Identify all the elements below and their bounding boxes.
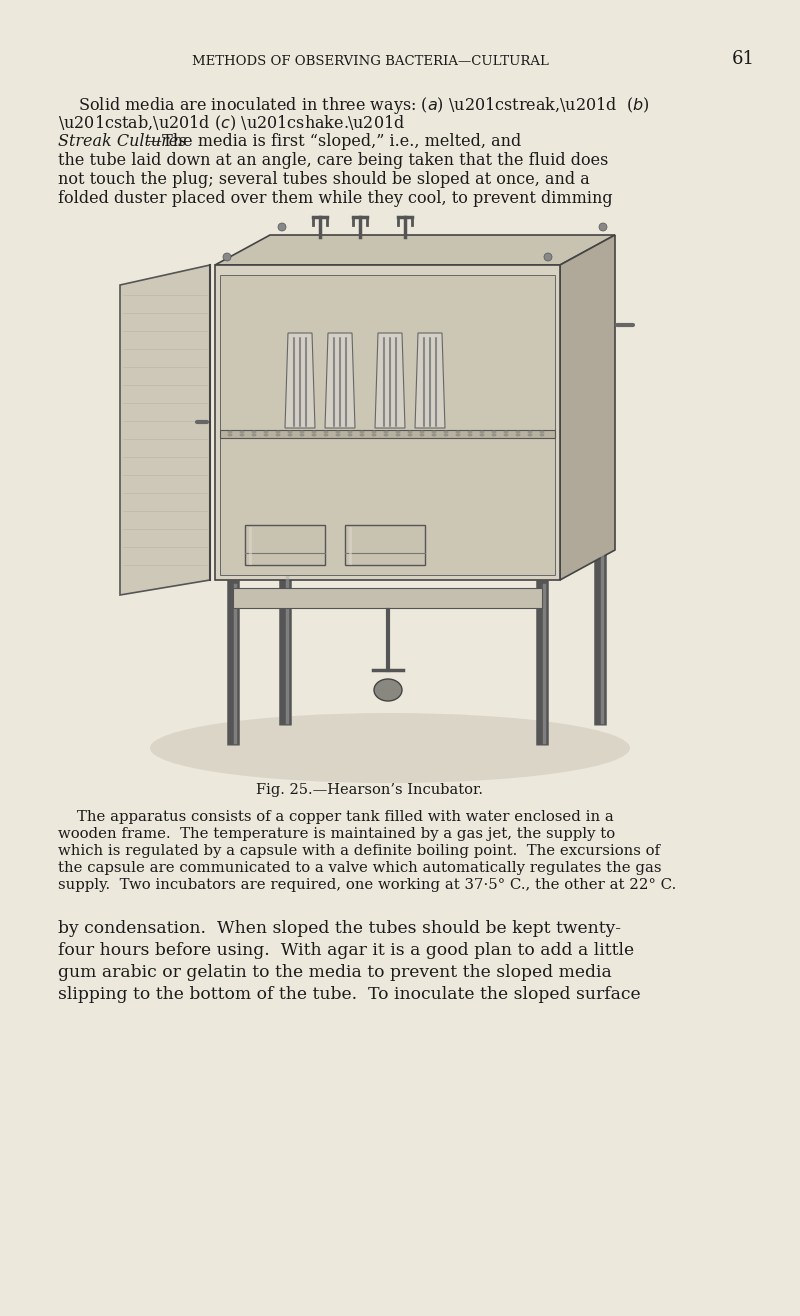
Ellipse shape [539, 430, 545, 433]
Text: METHODS OF OBSERVING BACTERIA—CULTURAL: METHODS OF OBSERVING BACTERIA—CULTURAL [191, 55, 549, 68]
Ellipse shape [503, 433, 509, 437]
Ellipse shape [527, 433, 533, 437]
Ellipse shape [323, 430, 329, 433]
Text: \u201cstab,\u201d ($c$) \u201cshake.\u201d: \u201cstab,\u201d ($c$) \u201cshake.\u20… [58, 114, 405, 133]
Ellipse shape [467, 430, 473, 433]
Text: Fig. 25.—Hearson’s Incubator.: Fig. 25.—Hearson’s Incubator. [257, 783, 483, 797]
Ellipse shape [383, 433, 389, 437]
Polygon shape [120, 265, 210, 595]
Ellipse shape [263, 433, 269, 437]
Ellipse shape [544, 253, 552, 261]
Text: wooden frame.  The temperature is maintained by a gas jet, the supply to: wooden frame. The temperature is maintai… [58, 826, 615, 841]
Polygon shape [233, 588, 542, 608]
Ellipse shape [335, 433, 341, 437]
Ellipse shape [347, 430, 353, 433]
Polygon shape [220, 430, 555, 438]
Ellipse shape [278, 222, 286, 232]
Text: Solid media are inoculated in three ways: ($a$) \u201cstreak,\u201d  ($b$): Solid media are inoculated in three ways… [58, 95, 650, 116]
Ellipse shape [431, 430, 437, 433]
Ellipse shape [227, 430, 233, 433]
Ellipse shape [455, 433, 461, 437]
Text: four hours before using.  With agar it is a good plan to add a little: four hours before using. With agar it is… [58, 942, 634, 959]
Ellipse shape [407, 433, 413, 437]
Polygon shape [245, 525, 325, 565]
Ellipse shape [323, 433, 329, 437]
Polygon shape [560, 236, 615, 580]
Ellipse shape [275, 430, 281, 433]
Text: the capsule are communicated to a valve which automatically regulates the gas: the capsule are communicated to a valve … [58, 861, 662, 875]
Ellipse shape [431, 433, 437, 437]
Ellipse shape [150, 713, 630, 783]
Ellipse shape [479, 433, 485, 437]
Ellipse shape [515, 433, 521, 437]
Ellipse shape [395, 433, 401, 437]
Ellipse shape [455, 430, 461, 433]
Polygon shape [215, 265, 560, 580]
Ellipse shape [287, 433, 293, 437]
Text: by condensation.  When sloped the tubes should be kept twenty-: by condensation. When sloped the tubes s… [58, 920, 621, 937]
Ellipse shape [311, 433, 317, 437]
Ellipse shape [491, 430, 497, 433]
Ellipse shape [527, 430, 533, 433]
Ellipse shape [503, 430, 509, 433]
Text: folded duster placed over them while they cool, to prevent dimming: folded duster placed over them while the… [58, 190, 613, 207]
Ellipse shape [599, 222, 607, 232]
Ellipse shape [251, 433, 257, 437]
Polygon shape [285, 333, 315, 428]
Text: The apparatus consists of a copper tank filled with water enclosed in a: The apparatus consists of a copper tank … [58, 811, 614, 824]
Polygon shape [220, 275, 555, 575]
Ellipse shape [395, 430, 401, 433]
Polygon shape [325, 333, 355, 428]
Polygon shape [215, 236, 615, 265]
Ellipse shape [299, 430, 305, 433]
Ellipse shape [263, 430, 269, 433]
Ellipse shape [275, 433, 281, 437]
Ellipse shape [407, 430, 413, 433]
Ellipse shape [223, 253, 231, 261]
Ellipse shape [371, 433, 377, 437]
Ellipse shape [347, 433, 353, 437]
Text: which is regulated by a capsule with a definite boiling point.  The excursions o: which is regulated by a capsule with a d… [58, 844, 660, 858]
Polygon shape [345, 525, 425, 565]
Ellipse shape [299, 433, 305, 437]
Ellipse shape [374, 679, 402, 701]
Ellipse shape [467, 433, 473, 437]
Ellipse shape [491, 433, 497, 437]
Ellipse shape [239, 430, 245, 433]
Ellipse shape [539, 433, 545, 437]
Polygon shape [415, 333, 445, 428]
Ellipse shape [251, 430, 257, 433]
Text: the tube laid down at an angle, care being taken that the fluid does: the tube laid down at an angle, care bei… [58, 153, 608, 168]
Text: —The media is first “sloped,” i.e., melted, and: —The media is first “sloped,” i.e., melt… [146, 133, 522, 150]
Ellipse shape [419, 433, 425, 437]
Ellipse shape [371, 430, 377, 433]
Ellipse shape [239, 433, 245, 437]
Text: Streak Cultures: Streak Cultures [58, 133, 186, 150]
Ellipse shape [383, 430, 389, 433]
Ellipse shape [443, 430, 449, 433]
Ellipse shape [479, 430, 485, 433]
Text: 61: 61 [732, 50, 755, 68]
Text: slipping to the bottom of the tube.  To inoculate the sloped surface: slipping to the bottom of the tube. To i… [58, 986, 641, 1003]
Text: gum arabic or gelatin to the media to prevent the sloped media: gum arabic or gelatin to the media to pr… [58, 965, 612, 980]
Ellipse shape [287, 430, 293, 433]
Polygon shape [375, 333, 405, 428]
Ellipse shape [227, 433, 233, 437]
Text: not touch the plug; several tubes should be sloped at once, and a: not touch the plug; several tubes should… [58, 171, 590, 188]
Ellipse shape [335, 430, 341, 433]
Ellipse shape [359, 433, 365, 437]
Ellipse shape [311, 430, 317, 433]
Ellipse shape [419, 430, 425, 433]
Ellipse shape [443, 433, 449, 437]
Ellipse shape [515, 430, 521, 433]
Ellipse shape [359, 430, 365, 433]
Text: supply.  Two incubators are required, one working at 37·5° C., the other at 22° : supply. Two incubators are required, one… [58, 878, 676, 892]
